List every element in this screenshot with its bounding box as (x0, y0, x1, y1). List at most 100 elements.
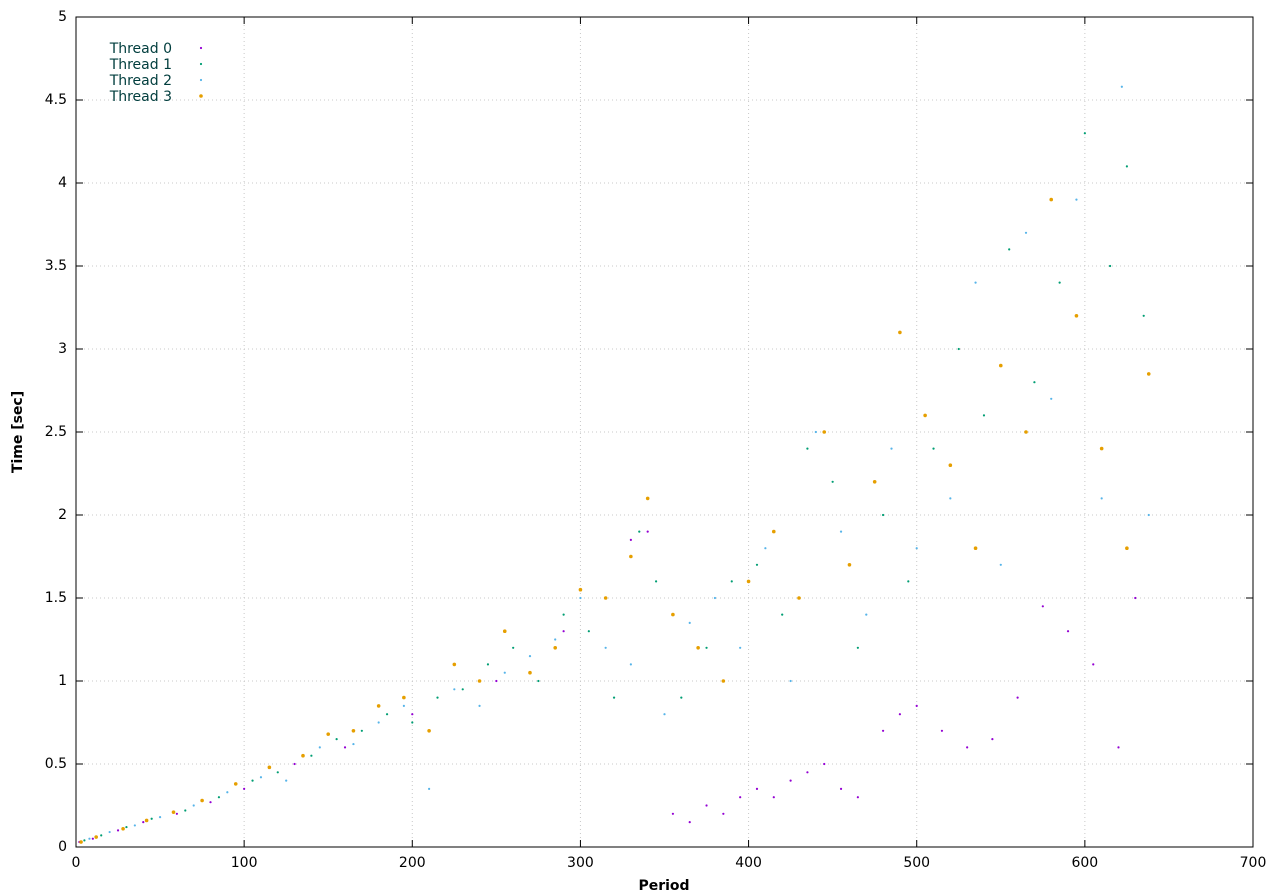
point (915, 547, 918, 550)
point (746, 579, 751, 584)
point (209, 801, 212, 804)
point (562, 613, 565, 616)
legend-label: Thread 0 (109, 41, 172, 57)
point (705, 646, 708, 649)
point (603, 596, 608, 600)
point (267, 765, 272, 770)
point (940, 729, 944, 732)
point (638, 530, 641, 533)
point (1117, 746, 1120, 749)
point (771, 529, 776, 534)
series (88, 85, 1150, 840)
point (999, 563, 1002, 566)
point (343, 746, 347, 749)
point (612, 696, 616, 699)
point (705, 804, 708, 807)
legend-marker (199, 62, 203, 66)
point (1058, 281, 1061, 284)
x-tick-label: 200 (399, 855, 426, 871)
point (1033, 381, 1036, 384)
point (184, 809, 187, 812)
point (335, 738, 338, 741)
x-tick-label: 300 (567, 855, 594, 871)
y-tick-label: 3.5 (45, 258, 67, 274)
point (578, 587, 583, 592)
point (158, 816, 162, 819)
point (587, 630, 590, 633)
point (1066, 630, 1070, 633)
point (998, 363, 1003, 368)
point (730, 580, 733, 583)
point (806, 771, 809, 774)
point (831, 480, 834, 483)
point (1125, 165, 1128, 168)
point (477, 679, 482, 683)
series (83, 132, 1145, 842)
point (528, 670, 532, 675)
point (385, 713, 389, 716)
x-tick-label: 600 (1071, 855, 1098, 871)
point (144, 818, 149, 823)
point (739, 646, 742, 649)
point (1142, 314, 1145, 317)
point (436, 696, 439, 699)
y-axis-title: Time [sec] (10, 391, 26, 473)
point (898, 713, 902, 716)
series (78, 530, 1137, 844)
point (1016, 696, 1019, 699)
point (629, 554, 633, 559)
point (402, 704, 405, 708)
y-tick-label: 4 (58, 175, 67, 191)
y-tick-label: 1.5 (45, 590, 67, 606)
point (806, 447, 809, 450)
point (94, 835, 98, 839)
point (721, 679, 726, 683)
point (907, 580, 910, 583)
point (562, 630, 565, 633)
point (671, 812, 675, 815)
point (411, 721, 414, 724)
x-tick-label: 0 (72, 855, 81, 871)
point (604, 646, 607, 649)
legend-marker (199, 46, 203, 50)
point (755, 563, 759, 566)
point (352, 742, 355, 746)
point (200, 798, 204, 803)
point (133, 824, 136, 827)
point (881, 729, 885, 732)
y-tick-label: 0.5 (45, 756, 67, 772)
point (1074, 314, 1079, 318)
legend-label: Thread 3 (109, 89, 172, 105)
point (696, 646, 700, 650)
point (1125, 546, 1129, 550)
legend-label: Thread 2 (109, 73, 172, 89)
point (116, 829, 120, 832)
point (847, 563, 852, 567)
point (310, 754, 313, 757)
point (957, 347, 960, 351)
point (629, 663, 632, 666)
point (898, 330, 902, 335)
point (663, 713, 666, 716)
y-tick-label: 3 (58, 341, 67, 357)
point (881, 513, 885, 517)
point (301, 753, 305, 758)
point (88, 837, 91, 840)
point (233, 782, 238, 786)
point (722, 812, 725, 815)
point (739, 796, 742, 799)
x-tick-label: 100 (231, 855, 258, 871)
point (175, 812, 178, 815)
point (839, 787, 843, 791)
point (890, 447, 893, 450)
point (360, 729, 363, 732)
point (377, 721, 380, 724)
point (243, 787, 246, 791)
point (326, 732, 331, 736)
point (351, 729, 356, 733)
x-tick-label: 700 (1240, 855, 1267, 871)
point (142, 821, 145, 824)
point (537, 679, 540, 683)
point (671, 612, 675, 617)
